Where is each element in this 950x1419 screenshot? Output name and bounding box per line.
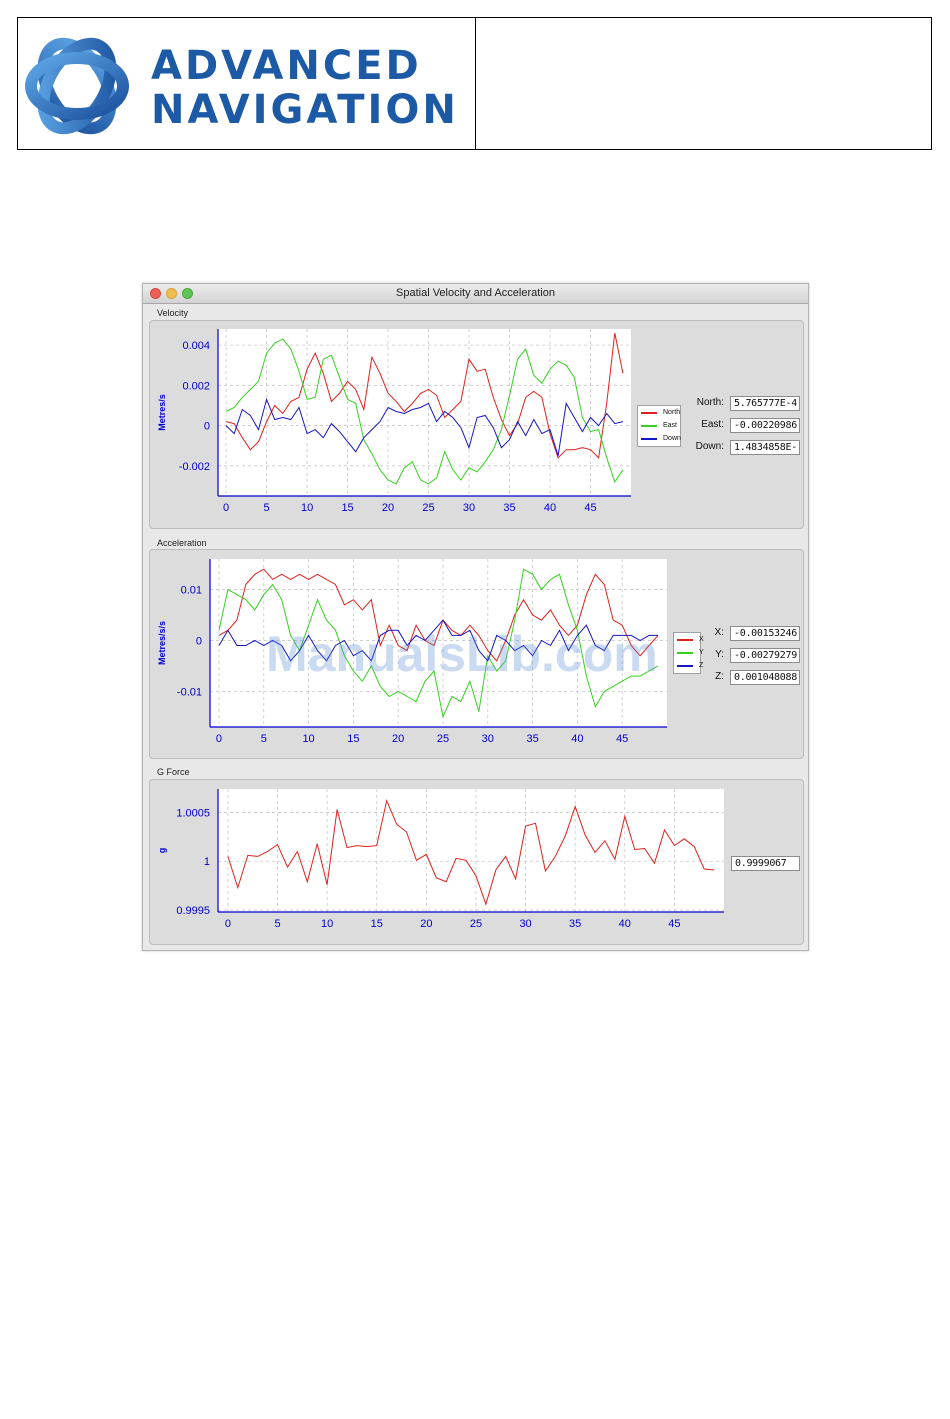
east-value-field[interactable]: -0.00220986 [730,418,800,433]
gforce-group-title: G Force [157,767,190,777]
brand-name: ADVANCED NAVIGATION [151,44,459,132]
legend-label-y: Y [699,649,704,656]
x-tick-label: 20 [420,918,432,930]
gforce-chart: 0 5 10 15 20 25 30 35 40 45 0.9995 1 1.0005 g [157,789,724,930]
y-tick-label: 0.9995 [176,905,210,917]
acceleration-chart: 0 5 10 15 20 25 30 35 40 45 -0.01 0 0.01 Metres/s/s [157,559,667,745]
legend-item-x: X [677,635,737,645]
y-axis-title: Metres/s/s [157,621,167,665]
y-tick-label: 1.0005 [176,807,210,819]
x-tick-label: 0 [225,918,231,930]
plot-area [218,329,631,496]
x-label: X: [714,627,724,638]
x-tick-label: 5 [274,918,280,930]
x-tick-label: 15 [347,733,359,745]
velocity-chart: 0 5 10 15 20 25 30 35 40 45 -0.002 0 0.002 0.004 Metre… [157,329,631,514]
legend-item-down: Down [641,434,701,444]
legend-item-east: East [641,421,701,431]
plot-area [218,789,724,912]
legend-item-z: Z [677,661,737,671]
legend-label-x: X [699,636,704,643]
acceleration-legend: X Y Z [673,632,704,674]
x-tick-label: 5 [264,502,270,514]
series-line-g [227,799,715,906]
x-tick-label: 20 [382,502,394,514]
north-label: North: [696,397,724,408]
brand-line-1: ADVANCED [151,43,422,89]
x-tick-label: 25 [437,733,449,745]
legend-label-north: North [663,409,681,416]
x-tick-label: 20 [392,733,404,745]
y-tick-label: 0.004 [182,340,210,352]
app-window: Spatial Velocity and Acceleration Veloci… [142,283,809,951]
x-tick-label: 30 [482,733,494,745]
acceleration-group-title: Acceleration [157,538,207,548]
advanced-navigation-logo-icon [25,37,129,135]
x-tick-label: 35 [526,733,538,745]
document-header: ADVANCED NAVIGATION [17,17,932,150]
x-tick-label: 10 [302,733,314,745]
maximize-window-icon[interactable] [182,288,193,299]
legend-item-y: Y [677,648,737,658]
x-tick-label: 25 [422,502,434,514]
legend-label-east: East [663,422,678,429]
y-axis-title: g [157,848,167,854]
x-tick-label: 40 [571,733,583,745]
plot-area [210,559,667,727]
legend-item-north: North [641,408,701,418]
y-tick-label: 0.01 [181,585,202,597]
x-tick-label: 45 [616,733,628,745]
brand-line-2: NAVIGATION [151,87,459,133]
x-tick-label: 40 [544,502,556,514]
series-line-north [225,332,624,459]
logo-cell: ADVANCED NAVIGATION [18,18,476,149]
minimize-window-icon[interactable] [166,288,177,299]
series-line-z [218,619,658,662]
x-tick-label: 40 [619,918,631,930]
down-label: Down: [695,441,724,452]
east-label: East: [701,419,724,430]
window-title: Spatial Velocity and Acceleration [396,287,555,299]
legend-label-down: Down [663,435,681,442]
z-value-field[interactable]: 0.001048088 [730,670,800,685]
x-tick-label: 45 [584,502,596,514]
x-tick-label: 35 [569,918,581,930]
velocity-legend: North East Down [637,405,681,447]
series-line-x [218,568,659,662]
x-tick-label: 10 [321,918,333,930]
x-value-field[interactable]: -0.00153246 [730,626,800,641]
x-tick-label: 15 [341,502,353,514]
series-line-down [225,397,624,456]
x-tick-label: 0 [223,502,229,514]
x-tick-label: 0 [216,733,222,745]
x-tick-label: 30 [519,918,531,930]
down-value-field[interactable]: 1.4834858E- [730,440,800,455]
north-value-field[interactable]: 5.765777E-4 [730,396,800,411]
x-tick-label: 45 [668,918,680,930]
window-titlebar[interactable]: Spatial Velocity and Acceleration [143,284,808,304]
series-line-east [225,338,624,485]
legend-label-z: Z [699,662,704,669]
close-window-icon[interactable] [150,288,161,299]
y-tick-label: 0 [196,635,202,647]
y-tick-label: -0.002 [179,461,210,473]
x-tick-label: 35 [503,502,515,514]
x-tick-label: 25 [470,918,482,930]
y-axis-title: Metres/s [157,394,167,431]
x-tick-label: 10 [301,502,313,514]
x-tick-label: 15 [371,918,383,930]
gforce-value-field[interactable]: 0.9999067 [731,856,800,871]
z-label: Z: [715,671,724,682]
y-value-field[interactable]: -0.00279279 [730,648,800,663]
y-tick-label: -0.01 [177,686,202,698]
y-label: Y: [715,649,724,660]
series-line-y [218,568,659,719]
y-tick-label: 1 [204,856,210,868]
header-empty-cell [476,18,931,149]
x-tick-label: 30 [463,502,475,514]
y-tick-label: 0.002 [182,380,210,392]
velocity-group-title: Velocity [157,308,189,318]
y-tick-label: 0 [204,421,210,433]
x-tick-label: 5 [261,733,267,745]
